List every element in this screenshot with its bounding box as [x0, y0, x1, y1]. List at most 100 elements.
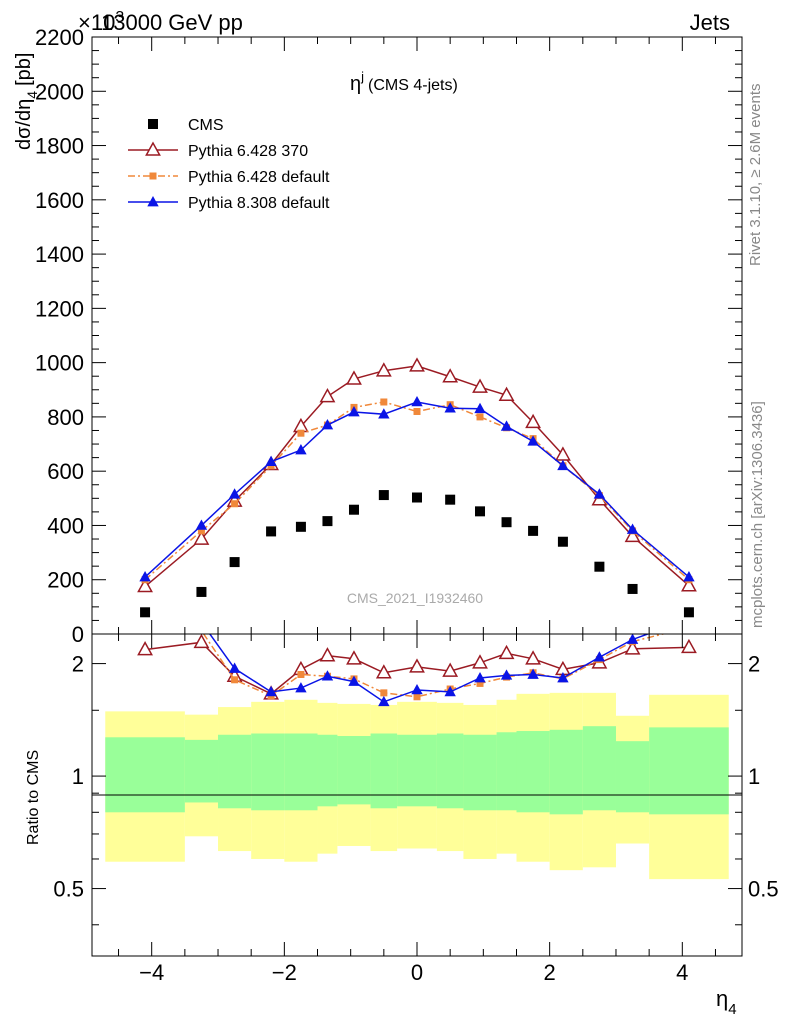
main-y-tick-label: 1800 — [35, 134, 84, 159]
ratio-marker-pythia8-default — [265, 685, 277, 697]
marker-cms — [445, 494, 456, 505]
analysis-label: CMS_2021_I1932460 — [347, 590, 483, 606]
marker-pythia6-370 — [346, 370, 362, 385]
main-y-tick-label: 1600 — [35, 188, 84, 213]
ratio-marker-pythia6-370 — [624, 640, 641, 655]
main-data-layer — [137, 357, 697, 618]
x-axis-label-sub: 4 — [728, 1001, 736, 1018]
ratio-data-layer — [137, 624, 697, 707]
marker-cms — [378, 490, 389, 501]
ratio-marker-pythia6-default — [413, 693, 421, 701]
marker-pythia6-default — [231, 500, 239, 508]
marker-pythia8-default — [411, 395, 423, 407]
ratio-marker-pythia8-default — [228, 662, 241, 673]
ratio-marker-pythia8-default — [295, 682, 307, 693]
legend-marker-pythia6-default — [149, 172, 157, 180]
main-y-tick-label: 1200 — [35, 296, 84, 321]
ratio-y-axis: 0.5 0.5 1 1 2 2 — [53, 652, 779, 926]
marker-cms — [412, 492, 422, 503]
ratio-marker-pythia8-default — [444, 685, 456, 697]
marker-cms — [295, 521, 306, 532]
ratio-marker-pythia6-default — [297, 670, 305, 678]
ratio-band-inner — [218, 734, 252, 809]
plot-title-rest: (CMS 4-jets) — [368, 77, 458, 94]
marker-pythia8-default — [500, 420, 513, 431]
marker-cms — [627, 583, 638, 594]
ratio-band-inner — [184, 739, 219, 803]
mcplots-label: mcplots.cern.ch [arXiv:1306.3436] — [749, 401, 766, 628]
series-line-pythia8-default — [144, 401, 690, 578]
marker-pythia6-default — [476, 413, 484, 421]
ratio-y-tick-label-right: 2 — [748, 652, 760, 677]
ratio-series-group — [137, 624, 697, 707]
x-axis: −4 −2 0 2 4 — [118, 634, 716, 985]
marker-pythia6-370 — [442, 368, 459, 383]
x-tick-label: 4 — [676, 960, 688, 985]
rivet-label: Rivet 3.1.10, ≥ 2.6M events — [747, 84, 764, 267]
ratio-marker-pythia6-370 — [319, 647, 336, 662]
marker-pythia6-default — [297, 429, 305, 437]
marker-pythia8-default — [444, 402, 456, 413]
marker-pythia8-default — [474, 402, 486, 414]
ratio-band-inner — [370, 733, 398, 809]
marker-cms — [528, 525, 539, 536]
ratio-band-inner — [251, 733, 285, 811]
main-y-tick-label: 400 — [47, 513, 84, 538]
ratio-marker-pythia6-370 — [409, 658, 425, 673]
ratio-marker-pythia6-370 — [137, 641, 153, 656]
marker-cms — [594, 561, 605, 572]
marker-pythia8-default — [348, 406, 360, 417]
ratio-band-inner — [397, 734, 437, 807]
header-right: Jets — [690, 10, 730, 35]
marker-pythia8-default — [195, 519, 208, 530]
marker-cms — [229, 557, 240, 568]
main-x-ticks — [118, 37, 716, 634]
ratio-marker-pythia6-370 — [442, 662, 459, 677]
ratio-bands — [105, 692, 729, 880]
marker-pythia8-default — [321, 419, 334, 430]
main-y-tick-label: 0 — [72, 622, 84, 647]
ratio-y-axis-label: Ratio to CMS — [25, 750, 42, 845]
ratio-y-tick-label: 0.5 — [53, 877, 84, 902]
legend: CMS Pythia 6.428 370 Pythia 6.428 default P… — [128, 117, 330, 212]
main-y-tick-label: 600 — [47, 459, 84, 484]
marker-pythia8-default — [683, 571, 695, 582]
marker-pythia8-default — [295, 444, 307, 455]
x-tick-label: −2 — [272, 960, 297, 985]
ratio-marker-pythia6-370 — [346, 650, 362, 665]
main-y-tick-label: 2200 — [35, 25, 84, 50]
legend-label-cms: CMS — [188, 117, 224, 134]
ratio-marker-pythia8-default — [411, 683, 423, 695]
marker-pythia8-default — [527, 435, 539, 446]
ratio-marker-pythia6-370 — [681, 638, 697, 654]
marker-pythia6-370 — [472, 378, 488, 393]
ratio-marker-pythia6-370 — [498, 644, 515, 660]
ratio-marker-pythia6-default — [142, 624, 149, 631]
series-line-pythia6-default — [144, 401, 690, 581]
header-left: 13000 GeV pp — [101, 10, 243, 35]
legend-marker-cms — [148, 119, 158, 129]
marker-pythia8-default — [139, 571, 151, 582]
ratio-marker-pythia8-default — [378, 695, 390, 707]
marker-pythia8-default — [378, 408, 390, 419]
ratio-y-tick-label: 1 — [72, 764, 84, 789]
ratio-marker-pythia8-default — [557, 672, 569, 683]
main-y-tick-label: 800 — [47, 405, 84, 430]
legend-marker-pythia6-370 — [145, 141, 161, 156]
marker-pythia8-default — [228, 488, 241, 499]
marker-pythia8-default — [593, 488, 606, 499]
marker-pythia6-370 — [137, 577, 153, 593]
plot-title: ηj(CMS 4-jets) — [350, 69, 458, 95]
main-series-group — [137, 357, 697, 618]
ratio-marker-pythia8-default — [593, 651, 606, 662]
marker-pythia6-default — [380, 398, 388, 406]
legend-marker-pythia8-default — [147, 196, 159, 207]
x-tick-label: 0 — [411, 960, 423, 985]
ratio-marker-pythia8-default — [321, 670, 334, 681]
marker-pythia6-default — [413, 407, 421, 415]
ratio-band-inner — [549, 729, 583, 815]
y-axis-label-sub: 4 — [24, 91, 40, 99]
ratio-marker-pythia6-default — [476, 679, 484, 687]
ratio-band-inner — [105, 737, 185, 813]
marker-cms — [140, 607, 151, 618]
